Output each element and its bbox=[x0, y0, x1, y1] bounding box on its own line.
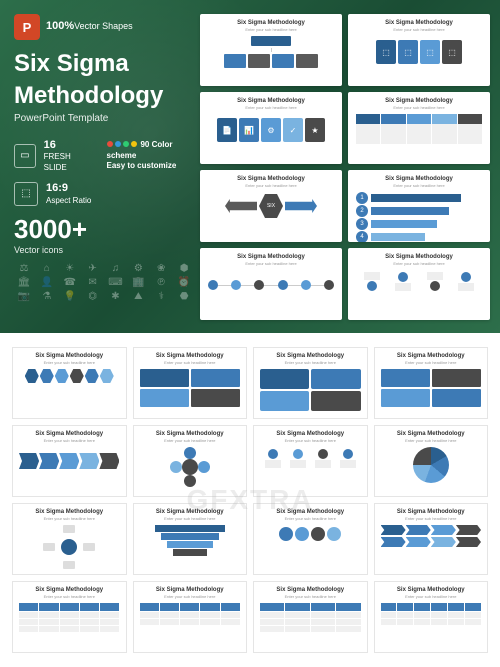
easy-customize-label: Easy to customize bbox=[107, 161, 195, 171]
thumb-12: Six Sigma MethodologyEnter your sub head… bbox=[374, 503, 489, 575]
thumb-13: Six Sigma MethodologyEnter your sub head… bbox=[12, 581, 127, 653]
hero-slide-previews: Six Sigma MethodologyEnter your sub head… bbox=[200, 14, 490, 320]
icons-count: 3000+ bbox=[14, 214, 194, 245]
preview-slide-3: Six Sigma MethodologyEnter your sub head… bbox=[200, 92, 342, 164]
thumb-16: Six Sigma MethodologyEnter your sub head… bbox=[374, 581, 489, 653]
hero-left: P 100%Vector Shapes Six Sigma Methodolog… bbox=[14, 14, 194, 302]
powerpoint-badge: P 100%Vector Shapes bbox=[14, 14, 194, 40]
preview-slide-6: Six Sigma MethodologyEnter your sub head… bbox=[348, 170, 490, 242]
thumb-8: Six Sigma MethodologyEnter your sub head… bbox=[374, 425, 489, 497]
thumb-7: Six Sigma MethodologyEnter your sub head… bbox=[253, 425, 368, 497]
thumb-1: Six Sigma MethodologyEnter your sub head… bbox=[12, 347, 127, 419]
thumb-15: Six Sigma MethodologyEnter your sub head… bbox=[253, 581, 368, 653]
preview-slide-5: Six Sigma MethodologyEnter your sub head… bbox=[200, 170, 342, 242]
vector-shapes-label: 100%Vector Shapes bbox=[46, 20, 133, 33]
preview-slide-8: Six Sigma MethodologyEnter your sub head… bbox=[348, 248, 490, 320]
feature-slides: ▭ 16FRESH SLIDE 90 Color scheme Easy to … bbox=[14, 138, 194, 173]
thumb-5: Six Sigma MethodologyEnter your sub head… bbox=[12, 425, 127, 497]
thumb-9: Six Sigma MethodologyEnter your sub head… bbox=[12, 503, 127, 575]
hero-title-1: Six Sigma bbox=[14, 50, 194, 78]
thumb-3: Six Sigma MethodologyEnter your sub head… bbox=[253, 347, 368, 419]
preview-slide-4: Six Sigma MethodologyEnter your sub head… bbox=[348, 92, 490, 164]
thumb-2: Six Sigma MethodologyEnter your sub head… bbox=[133, 347, 248, 419]
preview-slide-2: Six Sigma MethodologyEnter your sub head… bbox=[348, 14, 490, 86]
feature-aspect: ⬚ 16:9Aspect Ratio bbox=[14, 181, 194, 206]
thumbnail-grid-section: GFXTRA Six Sigma MethodologyEnter your s… bbox=[0, 333, 500, 667]
thumb-10: Six Sigma MethodologyEnter your sub head… bbox=[133, 503, 248, 575]
hero-panel: P 100%Vector Shapes Six Sigma Methodolog… bbox=[0, 0, 500, 333]
thumb-11: Six Sigma MethodologyEnter your sub head… bbox=[253, 503, 368, 575]
preview-slide-1: Six Sigma MethodologyEnter your sub head… bbox=[200, 14, 342, 86]
hero-title-2: Methodology bbox=[14, 82, 194, 110]
icons-label: Vector icons bbox=[14, 245, 194, 255]
icon-sample-grid: ⚖⌂☀✈♫⚙❀⬢ 🏛👤☎✉⌨🏢℗⏰ 📷⚗💡⏣✱⛰⚕⬣ bbox=[14, 263, 194, 302]
thumb-14: Six Sigma MethodologyEnter your sub head… bbox=[133, 581, 248, 653]
preview-slide-7: Six Sigma MethodologyEnter your sub head… bbox=[200, 248, 342, 320]
slides-icon: ▭ bbox=[14, 144, 36, 168]
thumbnail-grid: Six Sigma MethodologyEnter your sub head… bbox=[12, 347, 488, 653]
hero-subtitle: PowerPoint Template bbox=[14, 113, 194, 124]
aspect-icon: ⬚ bbox=[14, 182, 38, 206]
thumb-6: Six Sigma MethodologyEnter your sub head… bbox=[133, 425, 248, 497]
color-scheme-label: 90 Color scheme bbox=[107, 140, 195, 161]
thumb-4: Six Sigma MethodologyEnter your sub head… bbox=[374, 347, 489, 419]
powerpoint-icon: P bbox=[14, 14, 40, 40]
